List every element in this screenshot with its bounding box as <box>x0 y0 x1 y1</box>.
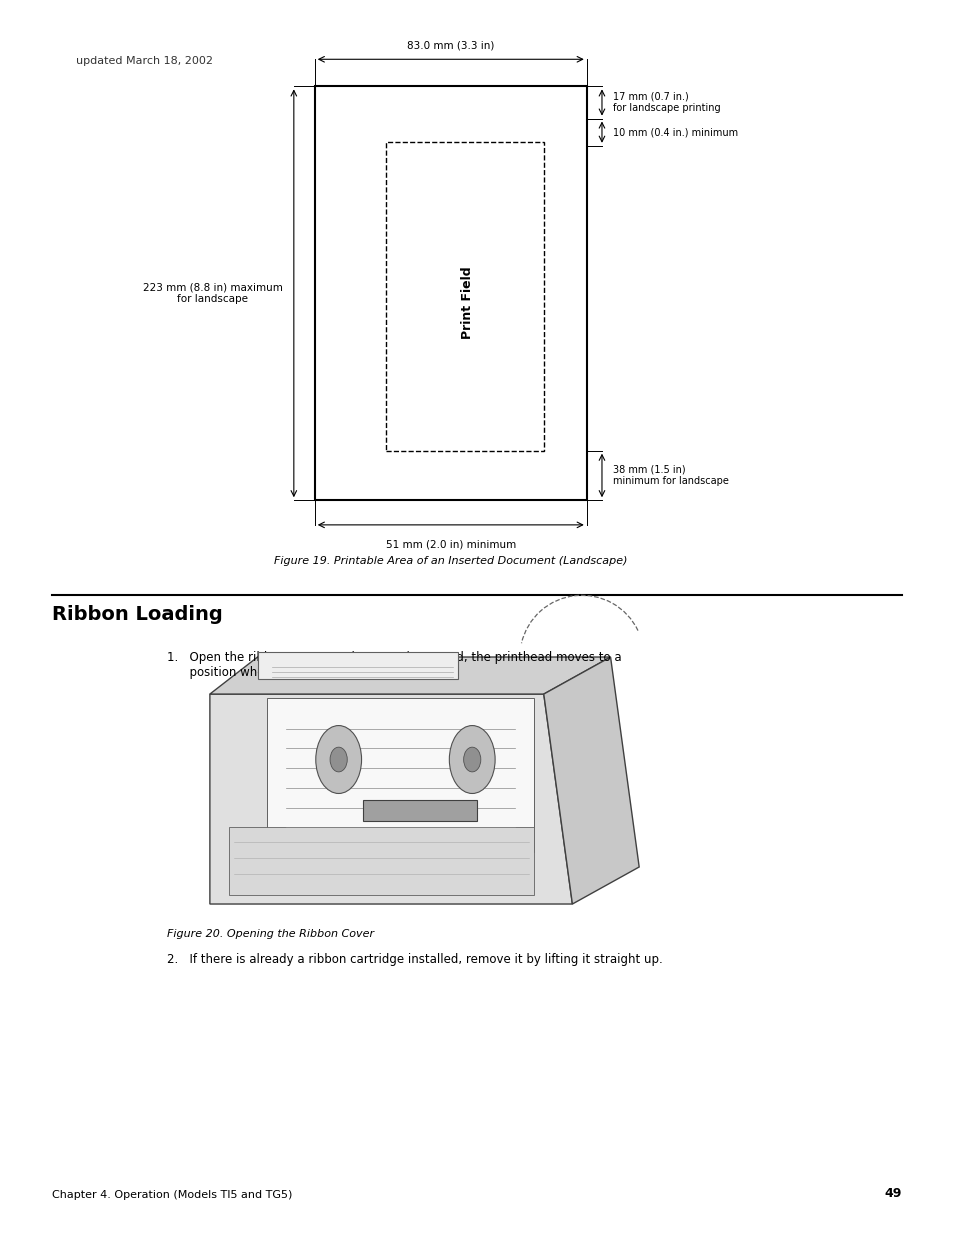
Text: 83.0 mm (3.3 in): 83.0 mm (3.3 in) <box>407 41 494 51</box>
Ellipse shape <box>449 726 495 793</box>
Text: 2.   If there is already a ribbon cartridge installed, remove it by lifting it s: 2. If there is already a ribbon cartridg… <box>167 953 662 967</box>
Bar <box>314 86 586 500</box>
Polygon shape <box>257 652 457 679</box>
Text: 38 mm (1.5 in)
minimum for landscape: 38 mm (1.5 in) minimum for landscape <box>613 464 728 487</box>
Bar <box>386 142 543 451</box>
Text: updated March 18, 2002: updated March 18, 2002 <box>76 56 213 65</box>
Text: 49: 49 <box>883 1187 901 1200</box>
Text: 51 mm (2.0 in) minimum: 51 mm (2.0 in) minimum <box>385 540 516 550</box>
Text: Ribbon Loading: Ribbon Loading <box>52 605 223 624</box>
Polygon shape <box>210 694 572 904</box>
Bar <box>229 827 534 895</box>
Ellipse shape <box>463 747 480 772</box>
Ellipse shape <box>330 747 347 772</box>
Text: Print Field: Print Field <box>460 267 474 338</box>
Polygon shape <box>362 800 476 821</box>
Text: Figure 19. Printable Area of an Inserted Document (Landscape): Figure 19. Printable Area of an Inserted… <box>274 556 627 566</box>
Text: 223 mm (8.8 in) maximum
for landscape: 223 mm (8.8 in) maximum for landscape <box>142 283 282 304</box>
Text: 1.   Open the ribbon cover. As the cover is opened, the printhead moves to a
   : 1. Open the ribbon cover. As the cover i… <box>167 651 621 679</box>
Polygon shape <box>210 657 610 694</box>
Polygon shape <box>543 657 639 904</box>
Text: Figure 20. Opening the Ribbon Cover: Figure 20. Opening the Ribbon Cover <box>167 929 374 939</box>
Polygon shape <box>267 698 534 852</box>
Text: Chapter 4. Operation (Models TI5 and TG5): Chapter 4. Operation (Models TI5 and TG5… <box>52 1191 293 1200</box>
Text: 10 mm (0.4 in.) minimum: 10 mm (0.4 in.) minimum <box>613 127 738 137</box>
Ellipse shape <box>315 726 361 793</box>
Text: 17 mm (0.7 in.)
for landscape printing: 17 mm (0.7 in.) for landscape printing <box>613 91 720 114</box>
